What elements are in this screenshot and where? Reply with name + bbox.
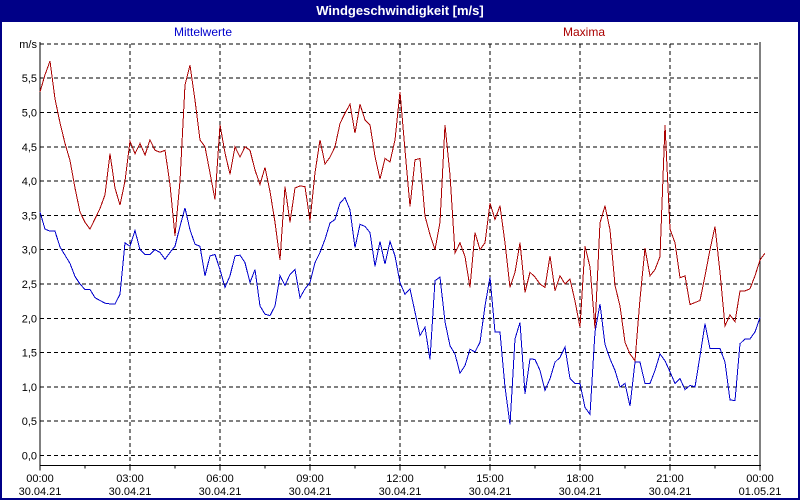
window-title: Windgeschwindigkeit [m/s] xyxy=(316,3,483,18)
series-mittelwerte xyxy=(39,196,761,425)
series-maxima xyxy=(39,60,766,363)
title-bar xyxy=(0,0,800,22)
x-tick-date-label: 30.04.21 xyxy=(649,486,692,498)
x-tick-time-label: 18:00 xyxy=(566,473,594,485)
x-tick-date-label: 30.04.21 xyxy=(379,486,422,498)
y-tick-label: 2,5 xyxy=(22,279,37,291)
x-tick-date-label: 30.04.21 xyxy=(289,486,332,498)
y-axis-labels: 0,0 0,5 1,0 1,5 2,0 2,5 3,0 3,5 4,0 4,5 5,0 5,5 xyxy=(22,73,37,462)
y-tick-label: 5,5 xyxy=(22,73,37,85)
y-tick-label: 4,0 xyxy=(22,176,37,188)
x-tick-time-label: 03:00 xyxy=(116,473,144,485)
y-tick-label: 2,0 xyxy=(22,313,37,325)
y-tick-label: 0,0 xyxy=(22,451,37,463)
y-tick-label: 1,0 xyxy=(22,382,37,394)
x-tick-date-label: 30.04.21 xyxy=(199,486,242,498)
x-tick-date-label: 01.05.21 xyxy=(739,486,782,498)
x-axis-labels: 00:0030.04.2103:0030.04.2106:0030.04.210… xyxy=(19,473,782,498)
axis-ticks xyxy=(39,465,761,471)
y-tick-label: 4,5 xyxy=(22,142,37,154)
y-tick-label: 3,0 xyxy=(22,245,37,257)
x-tick-time-label: 06:00 xyxy=(206,473,234,485)
legend-maxima: Maxima xyxy=(563,25,605,39)
gridlines xyxy=(40,43,760,466)
y-tick-label: 0,5 xyxy=(22,416,37,428)
y-axis-unit-label: m/s xyxy=(19,39,37,51)
x-tick-time-label: 15:00 xyxy=(476,473,504,485)
legend-mittelwerte: Mittelwerte xyxy=(174,25,232,39)
x-tick-time-label: 00:00 xyxy=(746,473,774,485)
y-tick-label: 5,0 xyxy=(22,108,37,120)
x-tick-time-label: 21:00 xyxy=(656,473,684,485)
y-tick-label: 3,5 xyxy=(22,210,37,222)
x-tick-time-label: 00:00 xyxy=(26,473,54,485)
data-series xyxy=(39,60,766,425)
x-tick-date-label: 30.04.21 xyxy=(469,486,512,498)
x-tick-time-label: 09:00 xyxy=(296,473,324,485)
x-tick-date-label: 30.04.21 xyxy=(109,486,152,498)
y-tick-label: 1,5 xyxy=(22,348,37,360)
x-tick-date-label: 30.04.21 xyxy=(19,486,62,498)
x-tick-date-label: 30.04.21 xyxy=(559,486,602,498)
x-tick-time-label: 12:00 xyxy=(386,473,414,485)
